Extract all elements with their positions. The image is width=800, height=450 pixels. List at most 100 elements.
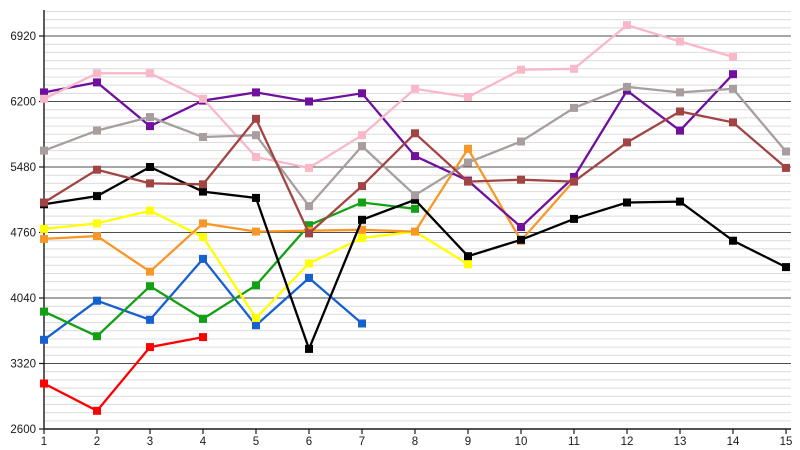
data-point-red: [146, 343, 154, 352]
data-point-purple: [252, 88, 260, 97]
data-point-black: [252, 193, 260, 202]
data-point-green: [305, 221, 313, 230]
data-point-purple: [676, 126, 684, 135]
x-axis-label: 11: [568, 436, 580, 448]
x-axis-label: 13: [674, 436, 687, 448]
data-point-gray: [199, 133, 207, 141]
data-point-darkred: [570, 177, 578, 186]
data-point-darkred: [40, 198, 48, 207]
x-axis-label: 6: [306, 436, 312, 448]
data-point-darkred: [729, 118, 737, 127]
data-point-black: [623, 198, 631, 207]
data-point-black: [729, 236, 737, 245]
data-point-orange: [464, 144, 472, 153]
data-point-purple: [358, 89, 366, 98]
x-axis-label: 8: [412, 436, 418, 448]
data-point-gray: [252, 131, 260, 140]
data-point-darkred: [464, 177, 472, 186]
x-axis-label: 10: [515, 436, 528, 448]
data-point-black: [517, 235, 525, 244]
data-point-orange: [146, 267, 154, 276]
y-axis-label: 6920: [10, 31, 36, 43]
data-point-yellow: [305, 259, 313, 268]
data-point-green: [93, 332, 101, 341]
data-point-pink: [358, 131, 366, 140]
data-point-yellow: [358, 234, 366, 242]
data-point-gray: [93, 126, 101, 135]
data-point-orange: [252, 227, 260, 236]
data-point-green: [411, 204, 419, 213]
data-point-orange: [93, 232, 101, 241]
data-point-pink: [146, 69, 154, 78]
data-point-gray: [305, 202, 313, 211]
data-point-yellow: [199, 233, 207, 241]
data-point-darkred: [782, 163, 790, 172]
data-point-yellow: [40, 224, 48, 233]
x-axis-label: 4: [200, 436, 207, 448]
data-point-purple: [517, 223, 525, 231]
data-point-orange: [199, 219, 207, 228]
data-point-purple: [146, 122, 154, 131]
data-point-red: [199, 333, 207, 342]
series-line-pink: [43, 23, 734, 170]
x-axis-label: 15: [780, 436, 793, 448]
data-point-yellow: [252, 314, 260, 322]
data-point-black: [93, 192, 101, 201]
data-point-black: [305, 344, 313, 353]
x-axis-label: 3: [147, 436, 153, 448]
data-point-pink: [199, 94, 207, 103]
data-point-purple: [305, 97, 313, 106]
data-point-gray: [570, 103, 578, 112]
data-point-blue: [40, 335, 48, 344]
data-point-gray: [40, 146, 48, 155]
x-axis-label: 12: [621, 436, 634, 448]
x-axis-label: 14: [727, 436, 740, 448]
data-point-darkred: [517, 175, 525, 184]
data-point-gray: [358, 142, 366, 151]
data-point-gray: [146, 113, 154, 121]
data-point-darkred: [358, 182, 366, 191]
series-line-gray: [43, 85, 787, 208]
series-line-yellow: [43, 209, 469, 320]
data-point-black: [146, 163, 154, 171]
data-point-darkred: [305, 229, 313, 238]
data-point-blue: [252, 321, 260, 330]
x-axis-label: 5: [253, 436, 259, 448]
data-point-darkred: [93, 165, 101, 174]
data-point-black: [676, 197, 684, 206]
data-point-darkred: [623, 138, 631, 147]
data-point-black: [782, 263, 790, 272]
data-point-red: [40, 379, 48, 388]
data-point-blue: [305, 274, 313, 282]
y-axis-label: 6200: [10, 97, 36, 109]
data-point-blue: [199, 254, 207, 263]
series-line-purple: [43, 73, 734, 229]
data-point-orange: [411, 227, 419, 236]
data-point-orange: [40, 234, 48, 243]
data-point-yellow: [93, 219, 101, 228]
data-point-yellow: [146, 206, 154, 215]
data-point-gray: [464, 158, 472, 167]
data-point-purple: [570, 173, 578, 181]
data-point-green: [358, 198, 366, 207]
data-point-pink: [93, 69, 101, 78]
data-point-pink: [411, 84, 419, 93]
y-axis-label: 3320: [10, 359, 36, 371]
data-point-black: [464, 252, 472, 261]
data-point-purple: [40, 88, 48, 97]
data-point-gray: [411, 191, 419, 200]
data-point-purple: [411, 152, 419, 161]
data-point-pink: [570, 64, 578, 73]
data-point-red: [93, 406, 101, 415]
data-point-purple: [729, 70, 737, 79]
data-point-darkred: [676, 107, 684, 116]
x-axis-label: 9: [465, 436, 471, 448]
data-point-gray: [729, 84, 737, 93]
data-point-pink: [517, 65, 525, 74]
y-axis-label: 4760: [10, 228, 36, 240]
data-point-pink: [252, 153, 260, 161]
data-point-black: [411, 195, 419, 204]
data-point-purple: [93, 78, 101, 87]
x-axis-label: 7: [359, 436, 365, 448]
